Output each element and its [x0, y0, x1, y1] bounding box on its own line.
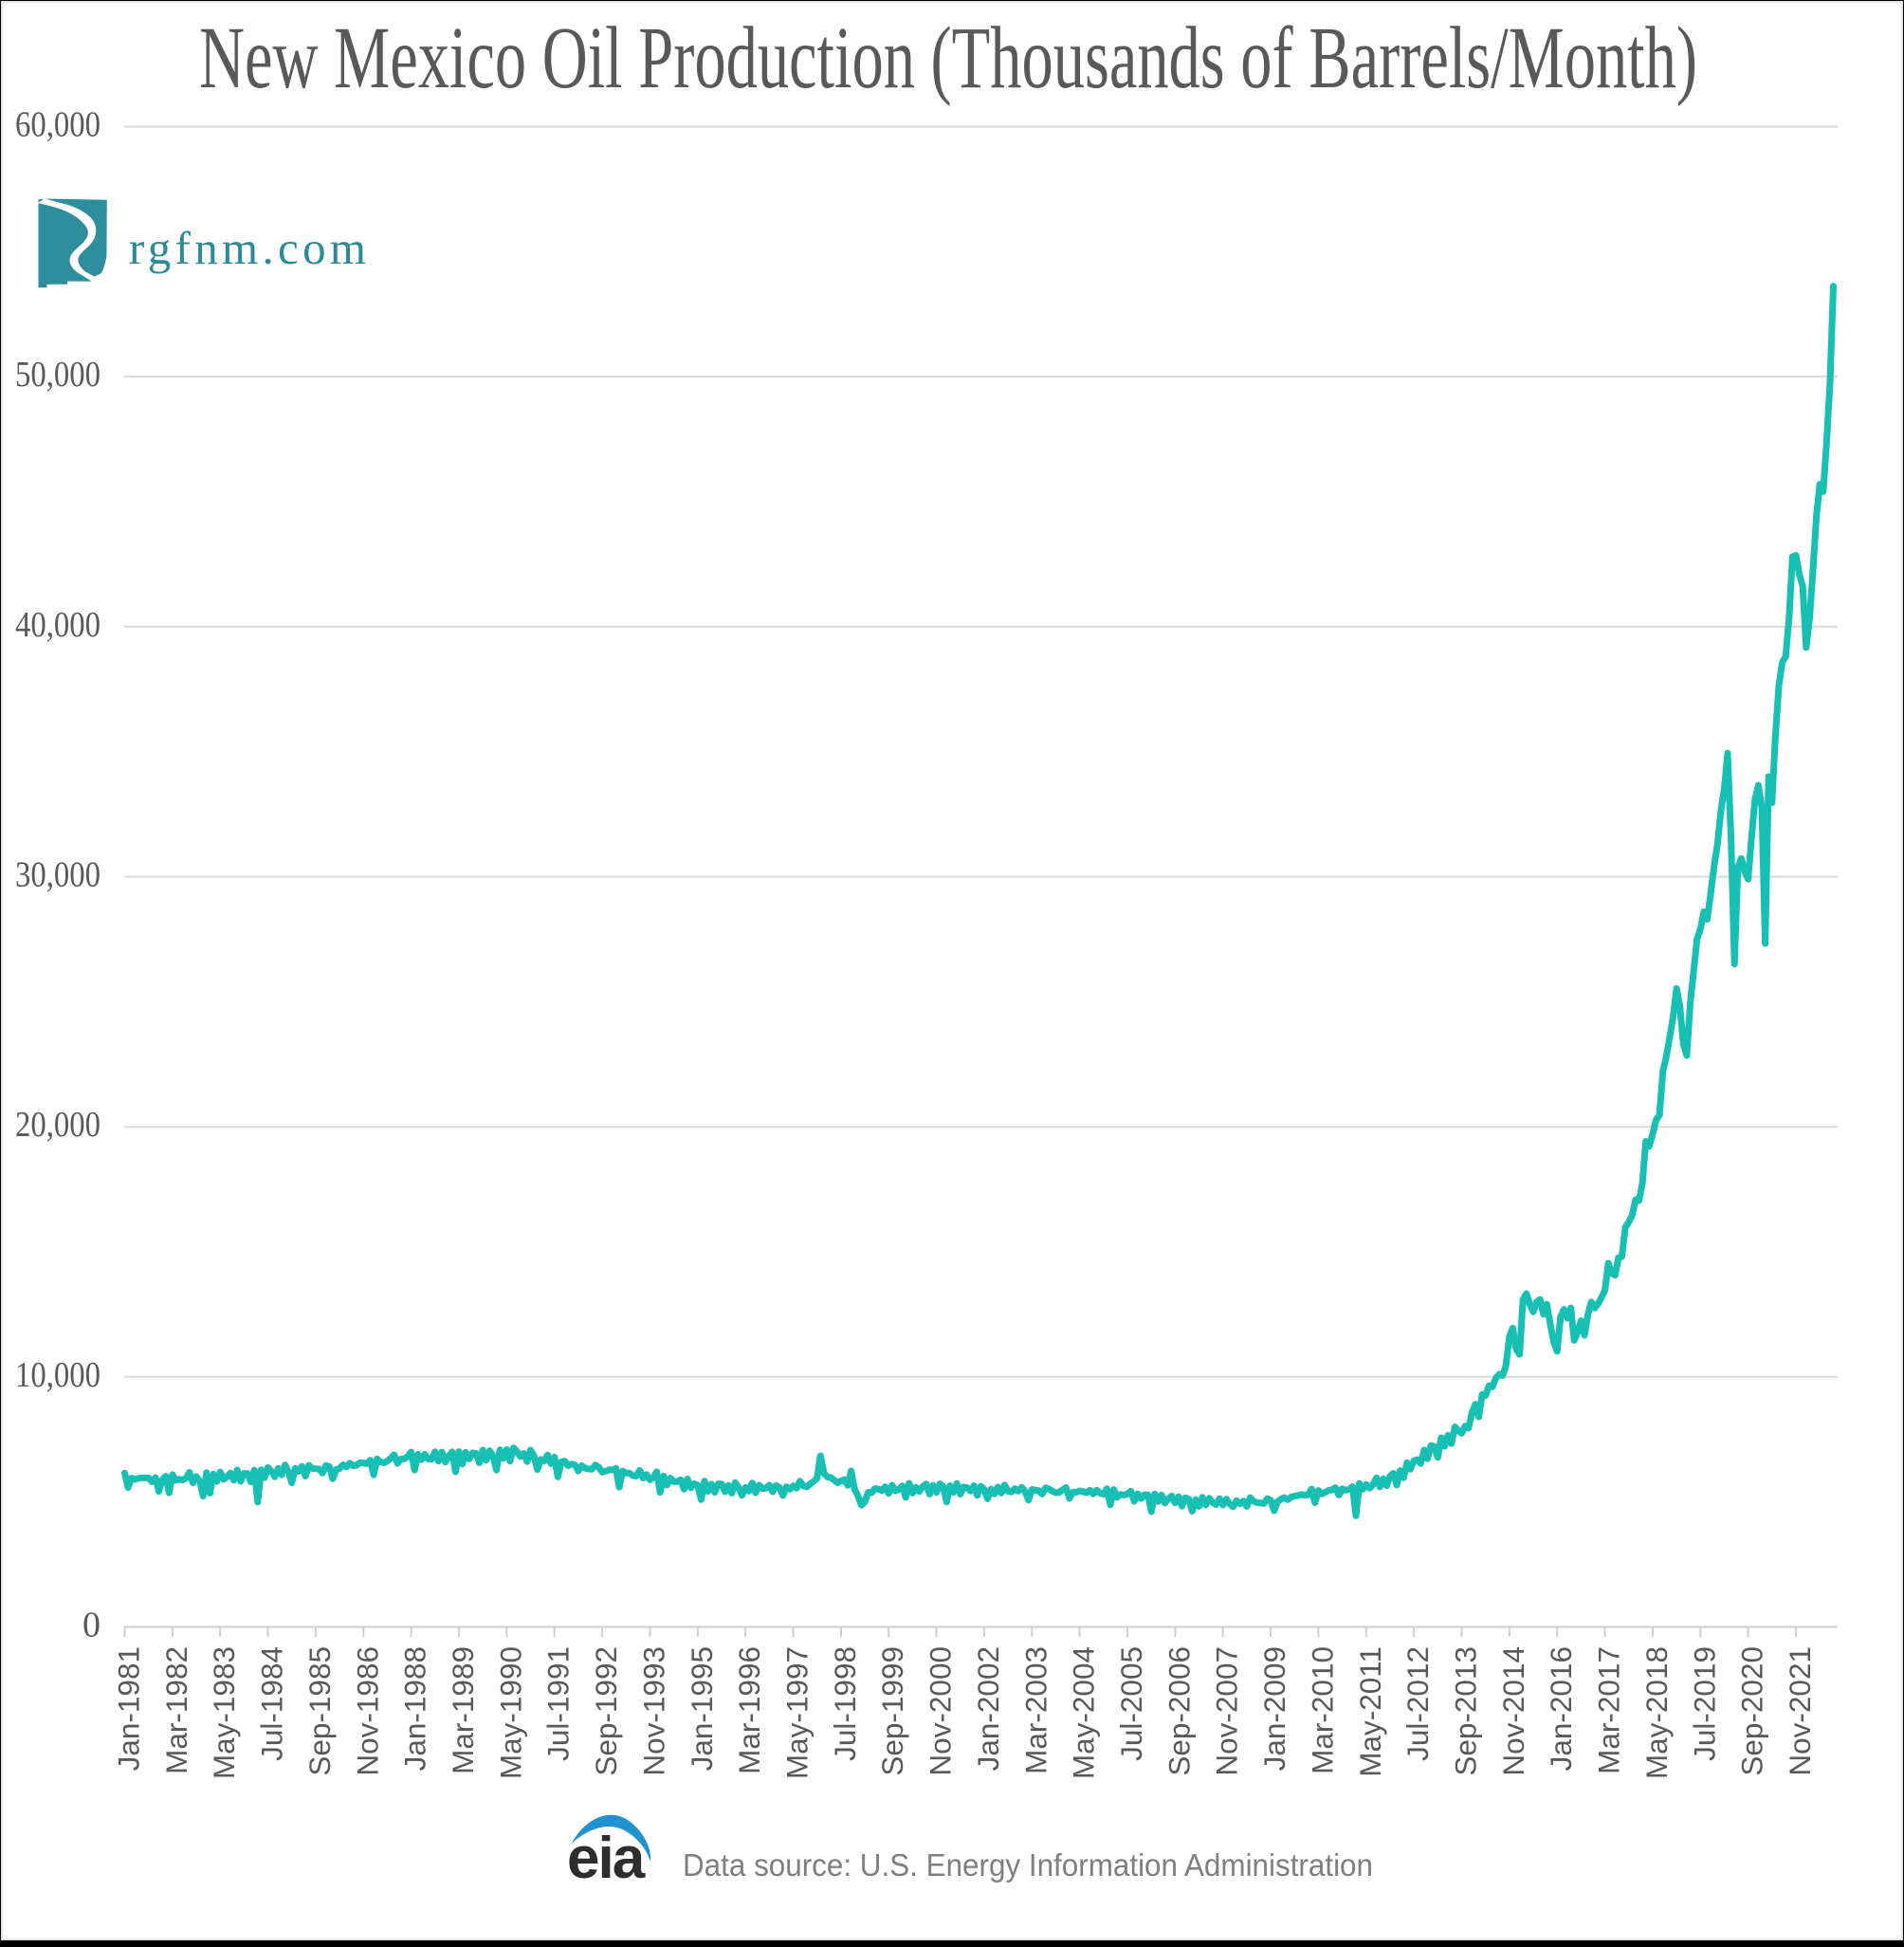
- svg-text:Data source: U.S. Energy Infor: Data source: U.S. Energy Information Adm…: [683, 1847, 1373, 1883]
- svg-text:0: 0: [82, 1606, 101, 1645]
- svg-text:Sep-1985: Sep-1985: [302, 1646, 337, 1776]
- svg-text:Jul-2012: Jul-2012: [1401, 1646, 1435, 1761]
- svg-text:Sep-1999: Sep-1999: [875, 1646, 909, 1776]
- svg-text:Mar-1982: Mar-1982: [159, 1646, 193, 1774]
- svg-text:60,000: 60,000: [15, 105, 101, 145]
- svg-text:Jan-2002: Jan-2002: [971, 1646, 1005, 1771]
- svg-text:20,000: 20,000: [15, 1105, 101, 1145]
- svg-text:Jul-1991: Jul-1991: [541, 1646, 576, 1761]
- svg-text:Jul-2005: Jul-2005: [1114, 1646, 1148, 1761]
- svg-text:Sep-2013: Sep-2013: [1449, 1646, 1483, 1776]
- svg-text:Mar-2003: Mar-2003: [1018, 1646, 1053, 1774]
- svg-text:May-2018: May-2018: [1639, 1646, 1674, 1779]
- svg-text:Nov-1986: Nov-1986: [350, 1646, 384, 1776]
- svg-text:eia: eia: [567, 1826, 646, 1891]
- svg-text:Nov-2000: Nov-2000: [924, 1646, 958, 1776]
- svg-text:Mar-2010: Mar-2010: [1305, 1646, 1339, 1774]
- svg-text:May-2011: May-2011: [1353, 1646, 1387, 1777]
- svg-text:Jan-1988: Jan-1988: [398, 1646, 432, 1771]
- svg-text:Mar-2017: Mar-2017: [1592, 1646, 1626, 1774]
- svg-text:Jul-1984: Jul-1984: [255, 1646, 289, 1761]
- svg-text:Nov-2007: Nov-2007: [1210, 1646, 1244, 1776]
- svg-text:Mar-1989: Mar-1989: [446, 1646, 480, 1774]
- svg-text:May-1990: May-1990: [493, 1646, 527, 1779]
- svg-text:Nov-1993: Nov-1993: [636, 1646, 670, 1776]
- svg-text:Jan-2016: Jan-2016: [1544, 1646, 1578, 1771]
- svg-text:May-1997: May-1997: [780, 1646, 815, 1779]
- svg-text:rgfnm.com: rgfnm.com: [129, 222, 366, 274]
- svg-text:Jul-1998: Jul-1998: [828, 1646, 862, 1761]
- svg-text:Nov-2021: Nov-2021: [1783, 1646, 1817, 1776]
- svg-text:Sep-2020: Sep-2020: [1735, 1646, 1769, 1776]
- svg-text:Nov-2014: Nov-2014: [1496, 1646, 1530, 1776]
- svg-text:50,000: 50,000: [15, 355, 101, 395]
- svg-text:Sep-1992: Sep-1992: [589, 1646, 623, 1776]
- svg-text:Jul-2019: Jul-2019: [1687, 1646, 1721, 1761]
- svg-text:Sep-2006: Sep-2006: [1162, 1646, 1196, 1776]
- svg-text:New Mexico Oil Production (Tho: New Mexico Oil Production (Thousands of …: [199, 9, 1697, 107]
- svg-text:Jan-1981: Jan-1981: [112, 1646, 146, 1771]
- svg-text:30,000: 30,000: [15, 855, 101, 895]
- svg-text:10,000: 10,000: [15, 1355, 101, 1395]
- svg-text:May-2004: May-2004: [1067, 1646, 1101, 1779]
- svg-text:Mar-1996: Mar-1996: [732, 1646, 766, 1774]
- svg-text:Jan-2009: Jan-2009: [1257, 1646, 1291, 1771]
- svg-text:May-1983: May-1983: [207, 1646, 241, 1779]
- svg-text:40,000: 40,000: [15, 605, 101, 645]
- svg-text:Jan-1995: Jan-1995: [685, 1646, 719, 1771]
